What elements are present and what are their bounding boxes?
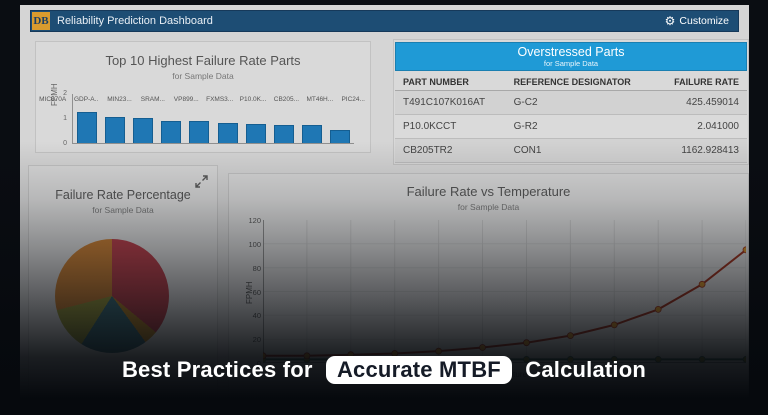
bar-category-label: SRAM... — [140, 96, 165, 103]
app-title: Reliability Prediction Dashboard — [57, 15, 213, 27]
col-reference-designator: REFERENCE DESIGNATOR — [505, 73, 656, 91]
overstressed-table-body: T491C107K016AT G-C2 425.459014 P10.0KCCT G-R… — [395, 90, 747, 163]
table-cell-part-number: P10.0KCCT — [395, 114, 506, 139]
line-ytick-label: 40 — [252, 311, 261, 321]
table-row: P10.0KCCT G-R2 2.041000 — [395, 114, 747, 139]
line-chart-plot[interactable] — [259, 220, 750, 363]
line-ytick-label: 80 — [252, 263, 261, 273]
bar-category-label: VP899... — [173, 96, 199, 103]
table-cell-failure-rate: 425.459014 — [655, 90, 747, 115]
panel-overstressed-parts: Overstressed Parts for Sample Data PART … — [393, 39, 749, 165]
line-ytick-label: 100 — [248, 239, 261, 249]
table-row: T491C107K016AT G-C2 425.459014 — [395, 90, 747, 115]
table-cell-reference-designator: G-C2 — [505, 90, 656, 115]
app-logo: DB — [32, 12, 50, 30]
line-chart-title: Failure Rate vs Temperature — [406, 184, 571, 199]
table-cell-failure-rate: 2.041000 — [655, 114, 747, 139]
pie-chart-subtitle: for Sample Data — [92, 205, 154, 215]
table-cell-reference-designator: G-R2 — [505, 114, 656, 139]
bar-category-labels: MIC870A GDP-A.. MIN23... SRAM... VP899... FXM… — [36, 94, 370, 144]
line-ytick-label: 20 — [252, 335, 261, 345]
table-cell-failure-rate: 1162.928413 — [655, 138, 747, 163]
bar-category-label: P10.0K... — [239, 96, 267, 103]
pie-chart-title: Failure Rate Percentage — [55, 188, 191, 202]
caption-prefix: Best Practices for — [121, 357, 313, 382]
bar-category-label: GDP-A.. — [73, 96, 99, 103]
dashboard-window: DB Reliability Prediction Dashboard ⚙ Cu… — [20, 5, 750, 407]
line-chart-subtitle: for Sample Data — [457, 202, 520, 212]
overstressed-table: PART NUMBER REFERENCE DESIGNATOR FAILURE… — [395, 73, 747, 163]
table-cell-part-number: T491C107K016AT — [395, 90, 506, 115]
bar-category-label: FXMS3... — [206, 96, 234, 103]
bar-category-label: MIN23... — [107, 96, 132, 103]
col-part-number: PART NUMBER — [395, 73, 506, 91]
bar-category-label: MIC870A — [39, 96, 67, 103]
app-header: DB Reliability Prediction Dashboard ⚙ Cu… — [30, 10, 739, 32]
overstressed-banner: Overstressed Parts for Sample Data — [395, 42, 747, 71]
table-header-row: PART NUMBER REFERENCE DESIGNATOR FAILURE… — [395, 73, 747, 91]
pie-chart[interactable] — [55, 239, 169, 353]
bar-category-label: MT46H... — [306, 96, 334, 103]
gear-icon: ⚙ — [664, 14, 676, 28]
col-failure-rate: FAILURE RATE — [655, 73, 747, 91]
customize-button[interactable]: ⚙ Customize — [665, 15, 729, 27]
line-ytick-label: 120 — [248, 216, 261, 225]
caption-banner: Best Practices for Accurate MTBF Calcula… — [0, 356, 768, 384]
bar-category-label: PIC24... — [341, 96, 365, 103]
overstressed-title: Overstressed Parts — [517, 45, 625, 59]
table-cell-part-number: CB205TR2 — [395, 138, 506, 163]
bar-chart-title: Top 10 Highest Failure Rate Parts — [105, 53, 301, 68]
expand-icon[interactable] — [195, 175, 208, 188]
bar-chart-subtitle: for Sample Data — [172, 71, 234, 81]
customize-label: Customize — [679, 15, 729, 27]
table-row: CB205TR2 CON1 1162.928413 — [395, 138, 747, 163]
caption-suffix: Calculation — [525, 357, 647, 382]
line-chart-svg — [259, 220, 750, 363]
table-cell-reference-designator: CON1 — [505, 138, 656, 163]
panel-top10-failure-parts: Top 10 Highest Failure Rate Parts for Sa… — [35, 41, 371, 153]
bar-category-label: CB205... — [273, 96, 300, 103]
line-ytick-label: 60 — [252, 287, 261, 297]
caption-highlight: Accurate MTBF — [325, 356, 512, 384]
overstressed-subtitle: for Sample Data — [543, 59, 599, 68]
